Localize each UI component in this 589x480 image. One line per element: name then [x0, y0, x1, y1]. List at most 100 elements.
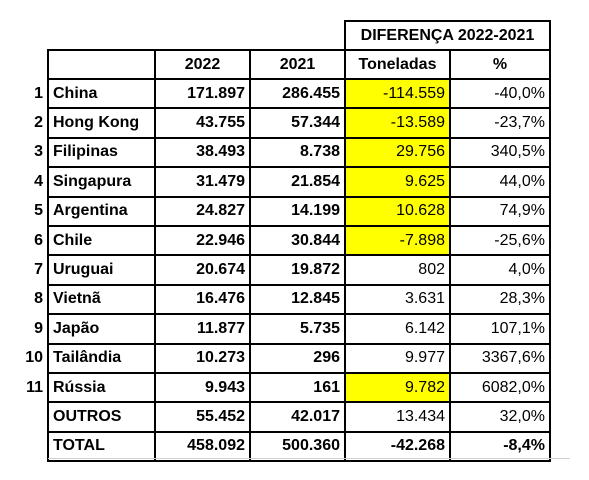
- value-2022: 22.946: [154, 224, 251, 257]
- table-row: 5 Argentina 24.827 14.199 10.628 74,9%: [8, 195, 551, 227]
- table-row: 6 Chile 22.946 30.844 -7.898 -25,6%: [8, 224, 551, 257]
- rank: 6: [34, 231, 43, 249]
- table-row: 10 Tailândia 10.273 296 9.977 3367,6%: [8, 342, 551, 374]
- value-2021: 500.360: [249, 430, 346, 463]
- value-2022: 10.273: [154, 342, 251, 374]
- country: Argentina: [47, 195, 156, 227]
- underline: [48, 458, 570, 459]
- table-row: 2 Hong Kong 43.755 57.344 -13.589 -23,7%: [8, 107, 551, 139]
- difference-tons: 9.782: [344, 371, 451, 404]
- difference-tons: 10.628: [344, 195, 451, 227]
- value-2022: 9.943: [154, 371, 251, 404]
- value-2022: 31.479: [154, 166, 251, 198]
- table-body: DIFERENÇA 2022-2021 2022 2021 Toneladas% 1 Ch…: [8, 20, 551, 463]
- column-header: 2021: [249, 49, 346, 80]
- difference-pct: 107,1%: [449, 313, 551, 345]
- difference-tons: -114.559: [344, 77, 451, 110]
- country: Tailândia: [47, 342, 156, 374]
- difference-tons: 29.756: [344, 136, 451, 169]
- value-2022: 11.877: [154, 313, 251, 345]
- empty-cell: [48, 21, 155, 50]
- country: China: [47, 77, 156, 110]
- difference-tons: -7.898: [344, 224, 451, 257]
- column-header: %: [449, 49, 551, 80]
- country: Uruguai: [47, 254, 156, 286]
- rank: 3: [34, 143, 43, 161]
- difference-pct: -23,7%: [449, 107, 551, 139]
- table-row: 11 Rússia 9.943 161 9.782 6082,0%: [8, 371, 551, 404]
- value-2021: 8.738: [249, 136, 346, 169]
- difference-pct: 6082,0%: [449, 371, 551, 404]
- country: Filipinas: [47, 136, 156, 169]
- difference-pct: 3367,6%: [449, 342, 551, 374]
- table-row: 2022 2021 Toneladas%: [8, 49, 551, 80]
- table-row: 8 Vietnã 16.476 12.845 3.631 28,3%: [8, 283, 551, 316]
- value-2021: 19.872: [249, 254, 346, 286]
- difference-pct: 28,3%: [449, 283, 551, 316]
- table-row: 9 Japão 11.877 5.735 6.142 107,1%: [8, 313, 551, 345]
- value-2022: 20.674: [154, 254, 251, 286]
- value-2022: 16.476: [154, 283, 251, 316]
- column-header: Toneladas: [344, 49, 451, 80]
- difference-pct: 32,0%: [449, 401, 551, 433]
- country: TOTAL: [47, 430, 156, 463]
- rank: 2: [34, 114, 43, 132]
- country: Vietnã: [47, 283, 156, 316]
- value-2021: 21.854: [249, 166, 346, 198]
- difference-pct: 44,0%: [449, 166, 551, 198]
- value-2022: 55.452: [154, 401, 251, 433]
- table-row: 1 China 171.897 286.455 -114.559 -40,0%: [8, 77, 551, 110]
- value-2021: 5.735: [249, 313, 346, 345]
- difference-pct: -8,4%: [449, 430, 551, 463]
- country: OUTROS: [47, 401, 156, 433]
- difference-pct: 4,0%: [449, 254, 551, 286]
- difference-pct: 74,9%: [449, 195, 551, 227]
- value-2021: 42.017: [249, 401, 346, 433]
- table-row: 7 Uruguai 20.674 19.872 802 4,0%: [8, 254, 551, 286]
- country: Chile: [47, 224, 156, 257]
- rank: 4: [34, 172, 43, 190]
- rank: 5: [34, 202, 43, 220]
- value-2021: 12.845: [249, 283, 346, 316]
- value-2021: 296: [249, 342, 346, 374]
- column-header: 2022: [154, 49, 251, 80]
- value-2022: 43.755: [154, 107, 251, 139]
- difference-tons: 802: [344, 254, 451, 286]
- rank: 7: [34, 261, 43, 279]
- empty-cell: [8, 50, 48, 79]
- data-table: DIFERENÇA 2022-2021 2022 2021 Toneladas% 1 Ch…: [8, 20, 551, 463]
- rank: 1: [34, 84, 43, 102]
- empty-cell: [250, 21, 345, 50]
- difference-tons: 9.625: [344, 166, 451, 198]
- table-row: 3 Filipinas 38.493 8.738 29.756 340,5%: [8, 136, 551, 169]
- group-header: DIFERENÇA 2022-2021: [344, 20, 551, 51]
- rank: [8, 432, 48, 461]
- rank: 8: [34, 290, 43, 308]
- table-row: 4 Singapura 31.479 21.854 9.625 44,0%: [8, 166, 551, 198]
- country: Rússia: [47, 371, 156, 404]
- table-row: OUTROS 55.452 42.017 13.434 32,0%: [8, 401, 551, 433]
- difference-pct: -25,6%: [449, 224, 551, 257]
- value-2022: 458.092: [154, 430, 251, 463]
- value-2021: 14.199: [249, 195, 346, 227]
- difference-tons: 9.977: [344, 342, 451, 374]
- difference-pct: -40,0%: [449, 77, 551, 110]
- table-row: TOTAL 458.092 500.360 -42.268 -8,4%: [8, 430, 551, 463]
- difference-tons: 3.631: [344, 283, 451, 316]
- rank: 10: [25, 349, 43, 367]
- difference-tons: 13.434: [344, 401, 451, 433]
- difference-tons: -13.589: [344, 107, 451, 139]
- value-2022: 24.827: [154, 195, 251, 227]
- empty-header: [47, 49, 156, 80]
- difference-tons: -42.268: [344, 430, 451, 463]
- empty-cell: [155, 21, 250, 50]
- empty-cell: [8, 21, 48, 50]
- value-2021: 161: [249, 371, 346, 404]
- value-2022: 171.897: [154, 77, 251, 110]
- country: Japão: [47, 313, 156, 345]
- value-2022: 38.493: [154, 136, 251, 169]
- table-row: DIFERENÇA 2022-2021: [8, 20, 551, 51]
- difference-tons: 6.142: [344, 313, 451, 345]
- country: Singapura: [47, 166, 156, 198]
